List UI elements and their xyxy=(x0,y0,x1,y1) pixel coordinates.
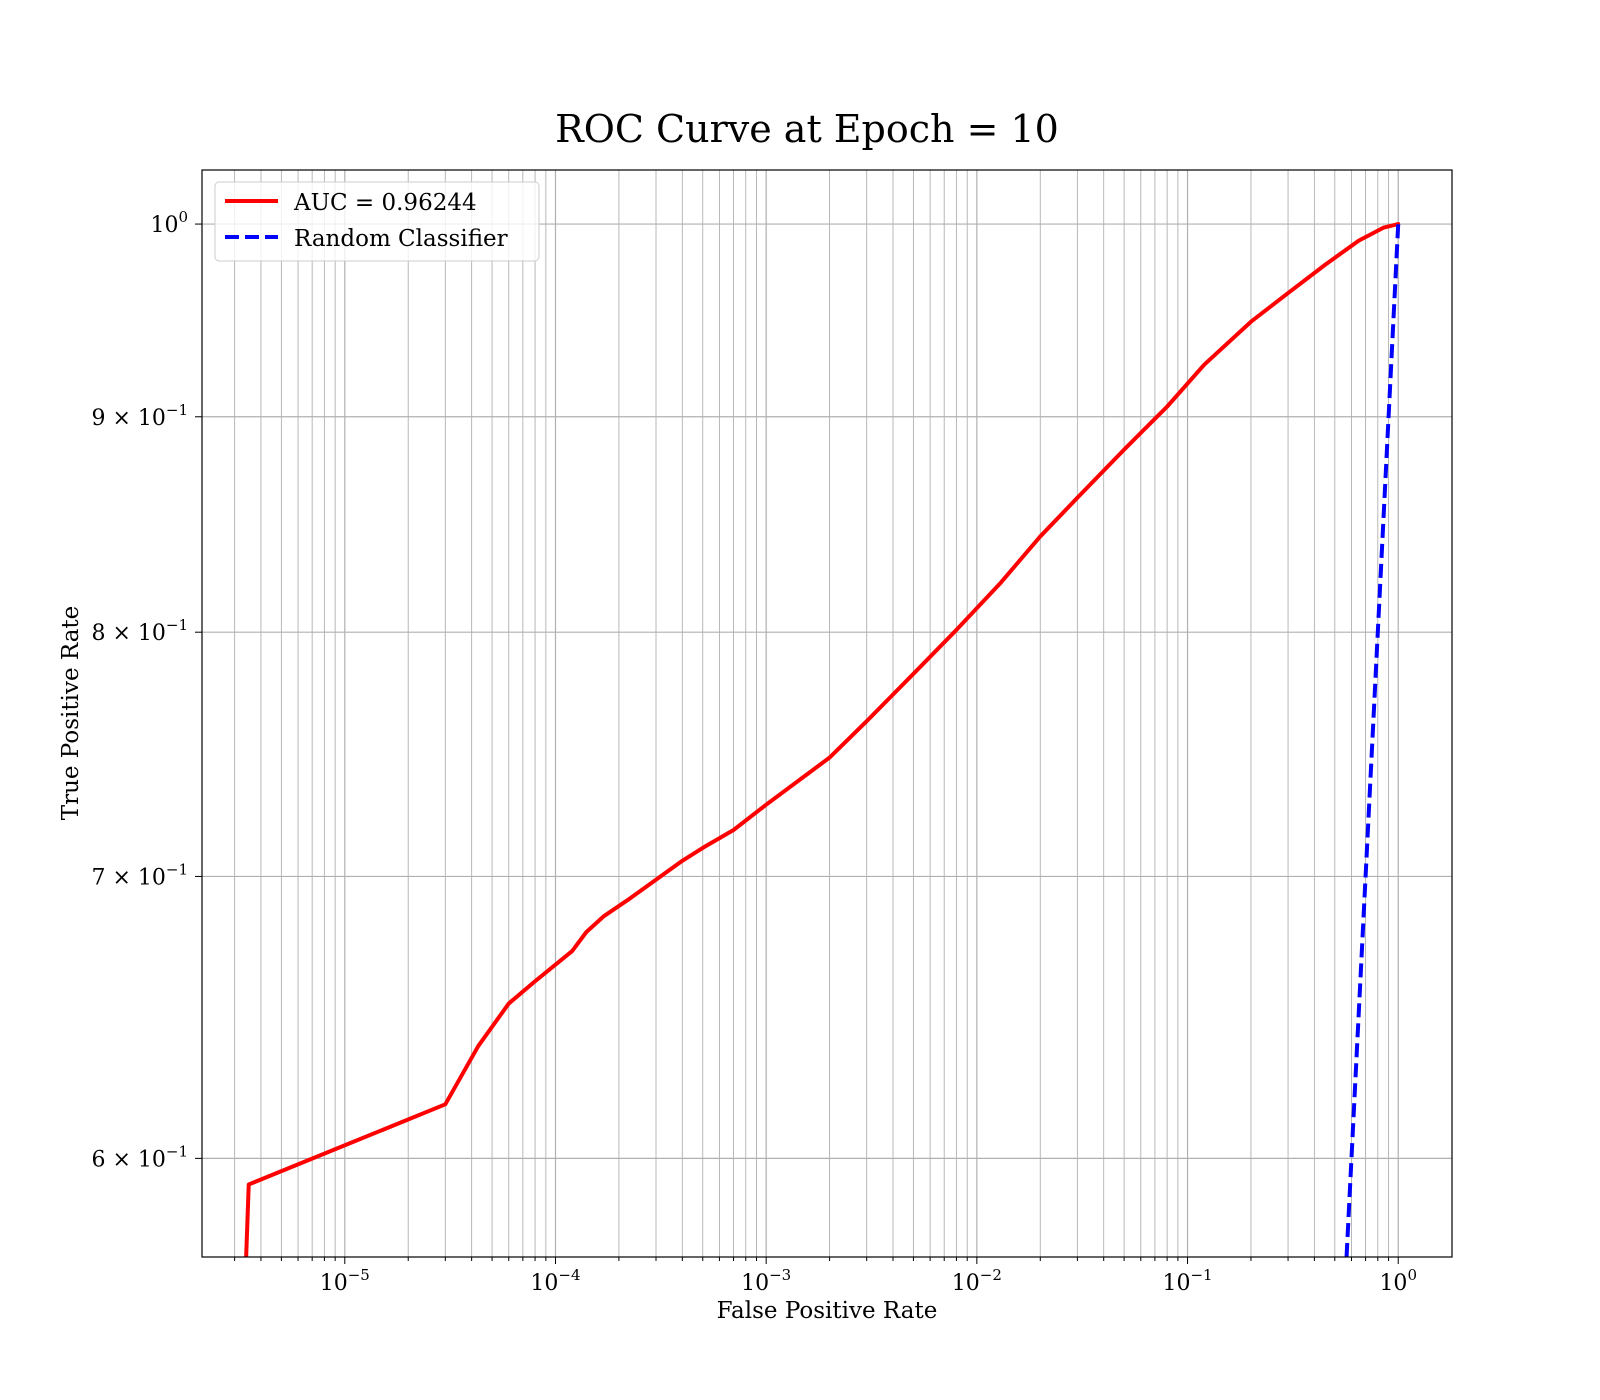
x-tick-label: 10−4 xyxy=(530,1266,580,1296)
x-tick-label: 10−2 xyxy=(952,1266,1002,1296)
x-tick-label: 10−3 xyxy=(741,1266,791,1296)
series-layer xyxy=(244,222,1401,1257)
x-tick-label: 100 xyxy=(1379,1266,1417,1296)
roc-curve-line xyxy=(244,222,1401,1257)
legend-label-auc: AUC = 0.96244 xyxy=(293,190,477,216)
y-tick-label: 9 × 10−1 xyxy=(91,401,188,431)
y-tick-label: 8 × 10−1 xyxy=(91,616,188,646)
chart-title: ROC Curve at Epoch = 10 xyxy=(555,107,1059,151)
y-tick-label: 6 × 10−1 xyxy=(91,1142,188,1172)
x-tick-label: 10−5 xyxy=(320,1266,370,1296)
y-axis-label: True Positive Rate xyxy=(58,606,84,821)
legend-label-random: Random Classifier xyxy=(294,226,508,252)
y-tick-label: 7 × 10−1 xyxy=(91,860,188,890)
grid xyxy=(202,170,1452,1257)
x-axis-label: False Positive Rate xyxy=(717,1298,938,1324)
legend: AUC = 0.96244 Random Classifier xyxy=(214,181,540,262)
random-classifier-line xyxy=(1344,223,1401,1257)
x-tick-label: 10−1 xyxy=(1162,1266,1212,1296)
ticks: 100 9 × 10−1 8 × 10−1 7 × 10−1 6 × 10−1 10−5 1… xyxy=(91,208,1417,1296)
y-tick-label: 100 xyxy=(150,208,188,238)
legend-box xyxy=(214,181,540,262)
plot-frame xyxy=(201,169,1453,1258)
